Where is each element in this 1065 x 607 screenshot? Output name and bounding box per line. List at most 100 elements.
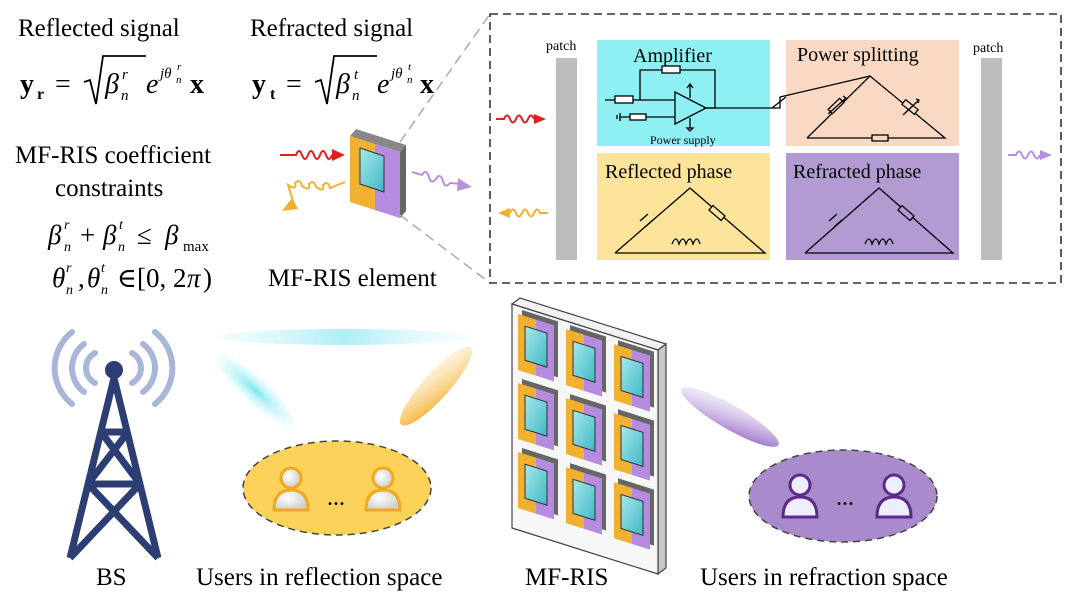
svg-text:e: e xyxy=(146,69,158,100)
ris-cell-icon xyxy=(614,409,654,481)
circuit-incident-wave xyxy=(496,114,546,124)
beam-bs-to-users xyxy=(215,353,295,427)
svg-text:β: β xyxy=(47,220,62,250)
svg-text:π: π xyxy=(187,263,202,293)
svg-text:∈: ∈ xyxy=(117,263,137,293)
reflected-signal-title: Reflected signal xyxy=(18,15,180,42)
bs-tower-icon xyxy=(51,329,176,561)
constraints-title-line1: MF-RIS coefficient xyxy=(15,142,211,169)
ris-cell-icon xyxy=(566,325,606,397)
svg-text:x: x xyxy=(420,69,434,100)
right-patch-label: patch xyxy=(973,41,1003,56)
svg-text:t: t xyxy=(354,67,359,83)
svg-text:n: n xyxy=(121,88,129,104)
power-splitting-circuit xyxy=(806,75,947,142)
refracted-signal-wave xyxy=(411,171,472,191)
svg-text:r: r xyxy=(64,218,70,233)
svg-text:β: β xyxy=(104,69,119,100)
refraction-users-ellipsis: ... xyxy=(836,485,854,511)
refracted-signal-equation: y t = β t n e jθ t n x xyxy=(252,55,434,105)
svg-text:θ: θ xyxy=(52,263,65,293)
svg-text:β: β xyxy=(335,69,350,100)
svg-text:θ: θ xyxy=(87,263,100,293)
svg-text:e: e xyxy=(377,69,389,100)
ris-cell-icon xyxy=(518,448,558,520)
reflection-user-1-icon xyxy=(272,466,310,512)
users-reflection-label: Users in reflection space xyxy=(196,564,442,591)
svg-text:y: y xyxy=(20,69,34,100)
svg-text:β: β xyxy=(102,220,117,250)
mfris-panel-icon xyxy=(510,297,668,576)
svg-text:r: r xyxy=(66,261,72,276)
svg-text:max: max xyxy=(183,239,209,255)
reflected-phase-label: Reflected phase xyxy=(605,161,732,183)
mfris-element-label: MF-RIS element xyxy=(268,265,437,292)
amplifier-label: Amplifier xyxy=(633,45,712,67)
svg-text:[0, 2: [0, 2 xyxy=(137,263,187,293)
zoom-line-bottom xyxy=(399,214,491,284)
svg-text:r: r xyxy=(122,67,128,83)
ris-cell-icon xyxy=(518,310,558,382)
mfris-label: MF-RIS xyxy=(525,564,608,591)
svg-text:n: n xyxy=(101,283,108,298)
svg-text:t: t xyxy=(119,218,124,233)
svg-text:r: r xyxy=(37,86,44,103)
reflected-signal-wave xyxy=(282,180,346,211)
beam-top xyxy=(219,329,471,345)
svg-text:=: = xyxy=(286,69,302,100)
svg-text:,: , xyxy=(78,263,85,293)
zoom-line-top xyxy=(399,13,491,143)
reflection-users-ellipsis: ... xyxy=(327,485,345,511)
svg-text:r: r xyxy=(177,61,182,73)
svg-text:t: t xyxy=(101,261,106,276)
svg-text:=: = xyxy=(55,69,71,100)
svg-text:n: n xyxy=(66,283,73,298)
reflected-phase-circuit xyxy=(614,187,767,254)
refraction-user-2-icon xyxy=(875,473,913,519)
svg-text:y: y xyxy=(252,69,266,100)
circuit-zoom-box xyxy=(489,13,1062,284)
svg-text:jθ: jθ xyxy=(158,66,172,82)
ris-cell-icon xyxy=(566,394,606,466)
refracted-signal-title: Refracted signal xyxy=(250,15,413,42)
beam-ris-to-reflection-users xyxy=(399,346,473,426)
phase-constraint: θ r n , θ t n ∈ [0, 2 π ) xyxy=(52,261,212,298)
ris-cell-icon xyxy=(614,478,654,550)
svg-text:+: + xyxy=(80,220,95,250)
circuit-reflected-wave xyxy=(498,208,548,218)
reflected-signal-equation: y r = β r n e jθ r n x xyxy=(20,55,204,105)
ris-cell-icon xyxy=(614,340,654,412)
svg-text:jθ: jθ xyxy=(389,66,403,82)
ris-cell-icon xyxy=(518,379,558,451)
svg-text:n: n xyxy=(407,74,413,86)
ris-cell-icon xyxy=(566,463,606,535)
svg-text:β: β xyxy=(164,220,179,250)
refraction-user-1-icon xyxy=(781,473,819,519)
left-patch-label: patch xyxy=(546,39,576,54)
bs-label: BS xyxy=(96,564,127,591)
mfris-element-icon xyxy=(350,129,406,218)
beam-ris-to-refraction-users xyxy=(681,387,779,447)
amplitude-constraint: β r n + β t n ≤ β max xyxy=(47,218,209,255)
amplifier-to-splitter-wires xyxy=(706,75,871,109)
svg-text:x: x xyxy=(190,69,204,100)
refracted-phase-label: Refracted phase xyxy=(793,161,921,183)
constraints-title-line2: constraints xyxy=(55,175,163,202)
power-splitting-block xyxy=(786,40,959,146)
svg-text:n: n xyxy=(64,240,71,255)
incident-signal-wave xyxy=(280,149,345,161)
svg-text:n: n xyxy=(118,240,125,255)
svg-text:): ) xyxy=(203,263,212,293)
svg-text:t: t xyxy=(408,61,412,73)
refracted-phase-circuit xyxy=(804,187,955,254)
svg-text:t: t xyxy=(270,86,276,103)
svg-text:n: n xyxy=(176,74,182,86)
svg-text:≤: ≤ xyxy=(137,220,152,250)
power-splitting-label: Power splitting xyxy=(797,44,919,66)
left-patch xyxy=(556,58,577,260)
power-supply-label: Power supply xyxy=(650,133,716,147)
amplifier-block xyxy=(597,40,770,146)
svg-text:n: n xyxy=(352,88,360,104)
